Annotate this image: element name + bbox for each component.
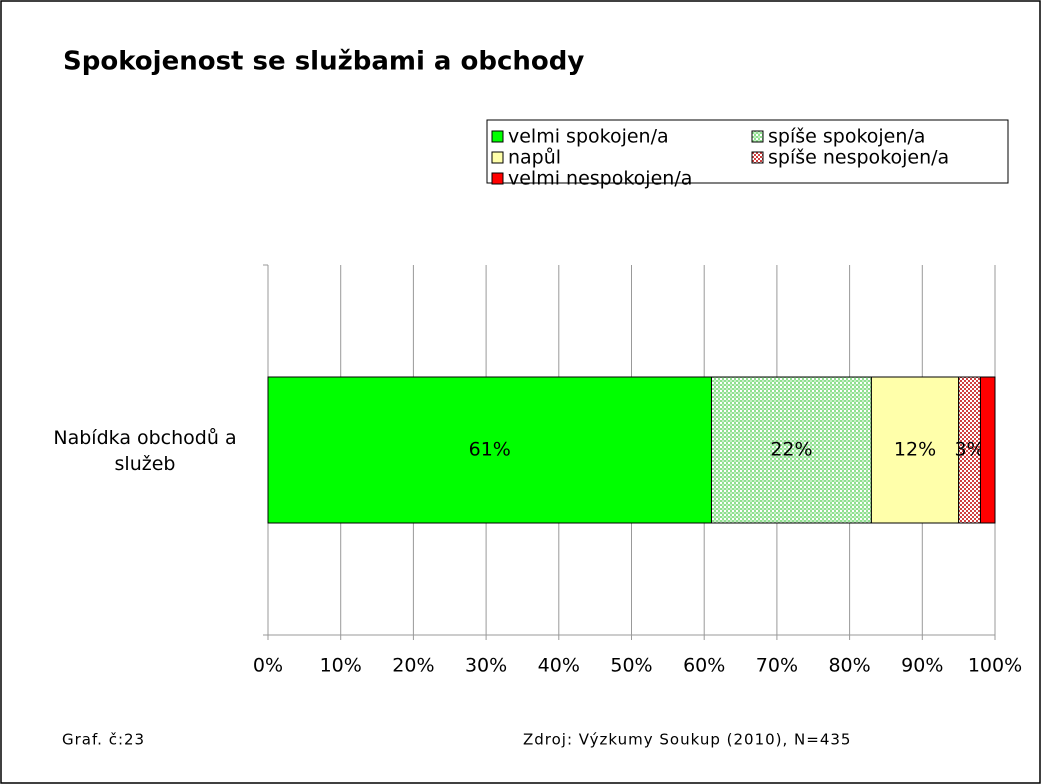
x-tick-label: 70%	[756, 655, 798, 677]
legend-label: spíše spokojen/a	[768, 126, 925, 148]
x-tick-label: 60%	[683, 655, 725, 677]
category-label: Nabídka obchodů a služeb	[53, 427, 237, 475]
legend-label: napůl	[508, 147, 561, 169]
x-tick-label: 40%	[538, 655, 580, 677]
legend-swatch	[491, 172, 504, 185]
legend-label: spíše nespokojen/a	[768, 147, 949, 169]
x-tick-label: 50%	[610, 655, 652, 677]
x-tick-label: 100%	[968, 655, 1022, 677]
legend-label: velmi nespokojen/a	[508, 168, 692, 190]
bar-segment	[870, 376, 960, 524]
legend-swatch	[491, 130, 504, 143]
data-label: 12%	[894, 439, 936, 461]
x-tick-label: 90%	[901, 655, 943, 677]
bar-segment	[979, 376, 996, 524]
x-tick-label: 20%	[392, 655, 434, 677]
legend-swatch	[751, 130, 764, 143]
data-label: 3%	[954, 439, 984, 461]
data-label: 22%	[770, 439, 812, 461]
bar-segment	[710, 376, 872, 524]
source-note: Zdroj: Výzkumy Soukup (2010), N=435	[523, 731, 851, 749]
legend-box	[486, 119, 1009, 184]
x-tick-label: 0%	[253, 655, 283, 677]
bar-segment	[267, 376, 712, 524]
x-tick-label: 30%	[465, 655, 507, 677]
x-tick-label: 10%	[320, 655, 362, 677]
legend-swatch	[751, 151, 764, 164]
legend-swatch	[491, 151, 504, 164]
figure-label: Graf. č:23	[62, 731, 145, 749]
data-label: 61%	[469, 439, 511, 461]
x-tick-label: 80%	[828, 655, 870, 677]
chart-title: Spokojenost se službami a obchody	[63, 47, 584, 77]
legend-label: velmi spokojen/a	[508, 126, 669, 148]
